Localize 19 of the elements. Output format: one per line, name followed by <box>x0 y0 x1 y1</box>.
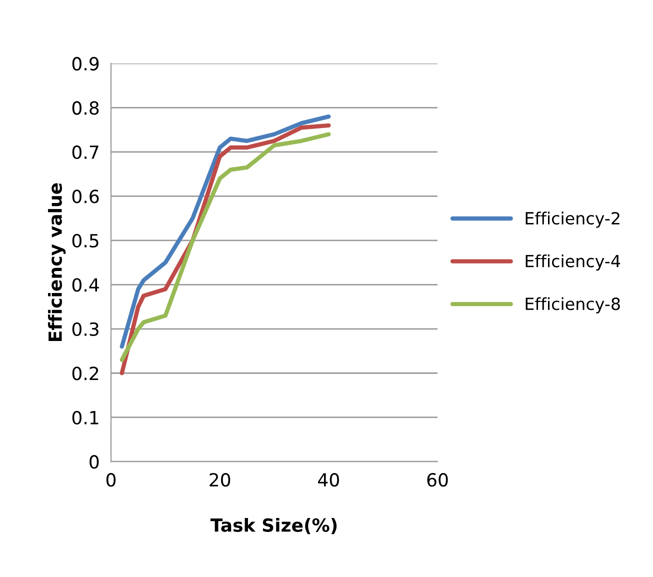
legend-label: Efficiency-8 <box>526 297 620 314</box>
y-tick-label: 0.1 <box>72 410 98 424</box>
y-tick-label: 0.5 <box>72 234 98 248</box>
x-tick-label: 40 <box>318 473 339 487</box>
y-tick-label: 0.4 <box>72 278 99 292</box>
y-tick-label: 0 <box>90 455 99 469</box>
y-tick-label: 0.7 <box>72 145 98 160</box>
y-tick-label: 0.6 <box>72 190 99 204</box>
x-tick-label: 0 <box>106 473 116 487</box>
legend-label: Efficiency-4 <box>526 254 620 271</box>
y-axis-title: Efficiency value <box>48 183 66 341</box>
x-axis-title: Task Size(%) <box>210 518 337 534</box>
y-tick-label: 0.2 <box>72 366 98 380</box>
x-tick-label: 20 <box>210 473 230 487</box>
y-tick-label: 0.9 <box>72 56 99 71</box>
y-tick-label: 0.3 <box>72 322 98 336</box>
y-tick-label: 0.8 <box>72 101 99 115</box>
x-tick-label: 60 <box>427 473 448 487</box>
legend-label: Efficiency-2 <box>526 212 620 228</box>
